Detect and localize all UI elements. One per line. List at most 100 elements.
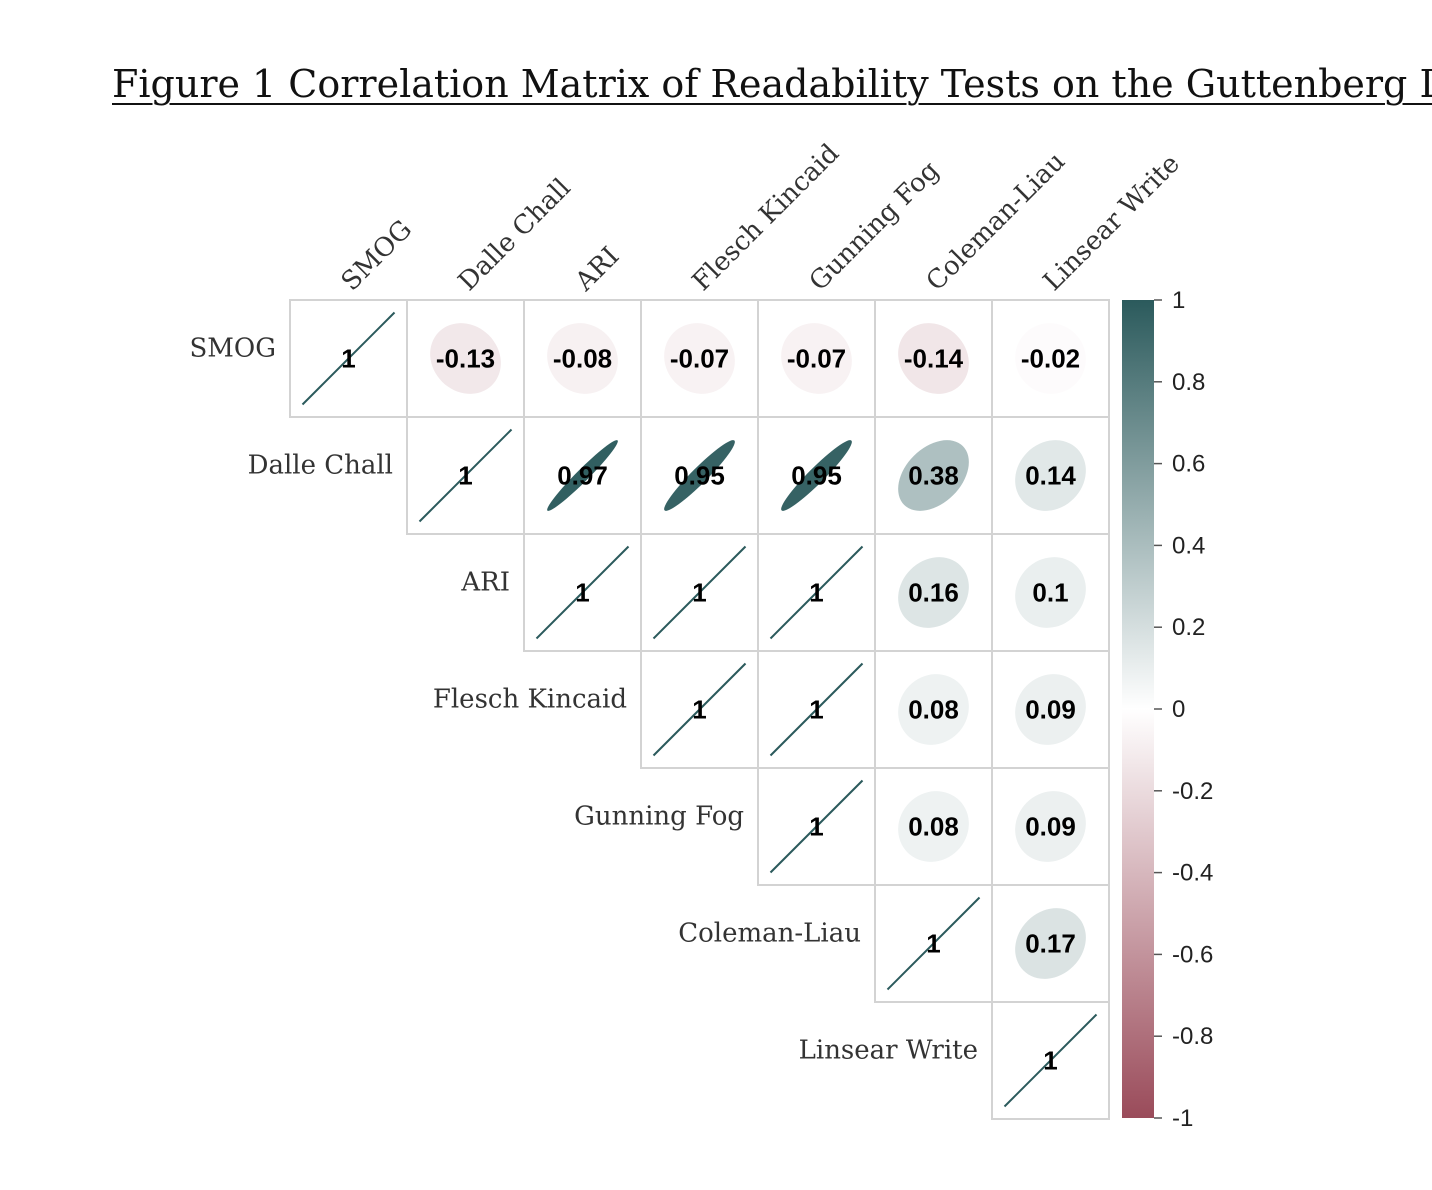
matrix-cell: 0.17 — [991, 884, 1110, 1003]
matrix-cell: 0.08 — [874, 650, 993, 769]
matrix-cell: 0.95 — [640, 416, 759, 535]
correlation-value: 0.09 — [1025, 812, 1076, 842]
correlation-value: 1 — [809, 812, 823, 842]
figure-title: Figure 1 Correlation Matrix of Readabili… — [112, 62, 1432, 106]
colorbar-tick-label: -0.8 — [1172, 1023, 1213, 1050]
correlation-value: 1 — [692, 695, 706, 725]
correlation-value: -0.07 — [787, 344, 846, 374]
cell-border — [874, 650, 993, 769]
matrix-cell: 1 — [757, 767, 876, 886]
correlation-value: 0.08 — [908, 695, 959, 725]
correlation-ellipse — [547, 323, 618, 394]
correlation-value: 1 — [458, 461, 472, 491]
correlation-ellipse — [1015, 674, 1086, 745]
matrix-cell: 1 — [640, 650, 759, 769]
colorbar-tick-label: 0.4 — [1172, 532, 1205, 559]
correlation-value: 0.08 — [908, 812, 959, 842]
correlation-ellipse — [430, 323, 501, 394]
matrix-cell: -0.07 — [640, 299, 759, 418]
matrix-cell: -0.07 — [757, 299, 876, 418]
correlation-line — [535, 545, 630, 640]
row-label: Linsear Write — [799, 1036, 978, 1066]
correlation-value: 0.97 — [557, 461, 608, 491]
correlation-ellipse — [898, 557, 969, 628]
correlation-value: 0.38 — [908, 461, 959, 491]
correlation-line — [652, 545, 747, 640]
matrix-cell: 1 — [406, 416, 525, 535]
correlation-value: 0.14 — [1025, 461, 1076, 491]
row-label: ARI — [460, 568, 510, 598]
matrix-cell: 0.16 — [874, 533, 993, 652]
correlation-ellipse — [1015, 323, 1086, 394]
column-label: Dalle Chall — [453, 173, 577, 297]
correlation-line — [1003, 1013, 1098, 1108]
colorbar-tick-label: -0.6 — [1172, 941, 1213, 968]
matrix-cells: 1 -0.13 -0.08 -0.07 -0.07 -0.14 -0.02 1 0.97 0.95… — [289, 299, 1110, 1120]
correlation-value: 1 — [341, 344, 355, 374]
correlation-value: 0.17 — [1025, 929, 1076, 959]
row-label: Gunning Fog — [574, 802, 744, 832]
matrix-cell: 1 — [757, 533, 876, 652]
colorbar-tick-label: -0.4 — [1172, 860, 1213, 887]
correlation-ellipse — [1015, 791, 1086, 862]
matrix-cell: 0.1 — [991, 533, 1110, 652]
matrix-cell: 1 — [874, 884, 993, 1003]
matrix-cell: 0.14 — [991, 416, 1110, 535]
correlation-value: -0.08 — [553, 344, 612, 374]
matrix-cell: 0.95 — [757, 416, 876, 535]
matrix-cell: 0.08 — [874, 767, 993, 886]
correlation-value: -0.14 — [904, 344, 964, 374]
matrix-cell: 1 — [757, 650, 876, 769]
correlation-value: -0.07 — [670, 344, 729, 374]
colorbar-tick-label: 0.8 — [1172, 369, 1205, 396]
correlation-value: 1 — [809, 695, 823, 725]
matrix-cell: 0.38 — [874, 416, 993, 535]
row-labels: SMOG Dalle Chall ARI Flesch Kincaid Gunning … — [189, 334, 978, 1066]
correlation-ellipse — [1015, 908, 1086, 979]
correlation-value: -0.02 — [1021, 344, 1080, 374]
correlation-value: 0.1 — [1032, 578, 1068, 608]
colorbar-gradient — [1122, 300, 1154, 1118]
column-label: ARI — [569, 241, 625, 297]
correlation-line — [769, 779, 864, 874]
colorbar-tick-label: 0 — [1172, 696, 1185, 723]
correlation-ellipse — [781, 323, 852, 394]
matrix-cell: 0.09 — [991, 767, 1110, 886]
correlation-ellipse — [664, 440, 735, 511]
correlation-line — [886, 896, 981, 991]
matrix-cell: 1 — [289, 299, 408, 418]
row-label: Dalle Chall — [248, 451, 393, 481]
correlation-ellipse — [898, 674, 969, 745]
correlation-line — [652, 662, 747, 757]
correlation-value: 1 — [575, 578, 589, 608]
correlation-ellipse — [664, 323, 735, 394]
matrix-cell: 1 — [991, 1001, 1110, 1120]
correlation-line — [418, 428, 513, 523]
correlation-value: -0.13 — [436, 344, 495, 374]
colorbar-tick-label: 0.2 — [1172, 614, 1205, 641]
column-label: SMOG — [336, 215, 418, 297]
correlation-value: 1 — [692, 578, 706, 608]
matrix-cell: -0.02 — [991, 299, 1110, 418]
correlation-ellipse — [1015, 557, 1086, 628]
correlation-ellipse — [898, 323, 969, 394]
matrix-cell: -0.14 — [874, 299, 993, 418]
correlation-value: 1 — [1043, 1046, 1057, 1076]
correlation-value: 0.09 — [1025, 695, 1076, 725]
row-label: SMOG — [189, 334, 276, 364]
correlation-ellipse — [898, 791, 969, 862]
correlation-line — [769, 662, 864, 757]
correlation-value: 0.95 — [674, 461, 725, 491]
matrix-cell: 1 — [523, 533, 642, 652]
correlation-line — [301, 311, 396, 406]
correlation-value: 0.95 — [791, 461, 842, 491]
colorbar-tick-label: 1 — [1172, 287, 1185, 314]
correlation-ellipse — [547, 440, 618, 511]
correlation-ellipse — [898, 440, 969, 511]
correlation-value: 0.16 — [908, 578, 959, 608]
row-label: Coleman-Liau — [678, 919, 861, 949]
colorbar-tick-label: -1 — [1172, 1105, 1193, 1132]
matrix-cell: 1 — [640, 533, 759, 652]
